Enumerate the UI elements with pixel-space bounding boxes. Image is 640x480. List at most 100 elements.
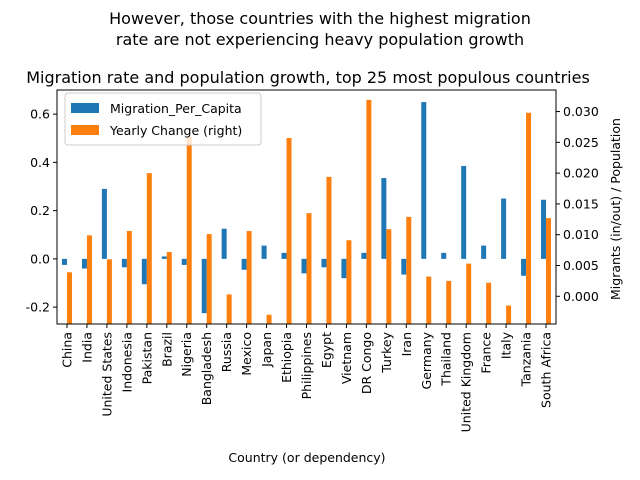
- yearly-change-bar: [346, 240, 352, 324]
- yearly-change-bar: [126, 231, 132, 324]
- migration-bar: [481, 245, 487, 259]
- left-tick-label: -0.2: [26, 300, 50, 315]
- x-tick-label: France: [479, 332, 494, 374]
- yearly-change-bar: [306, 213, 312, 324]
- migration-bar: [221, 228, 227, 259]
- yearly-change-bar: [66, 272, 72, 324]
- suptitle-line-1: However, those countries with the highes…: [109, 9, 531, 28]
- x-tick-label: Brazil: [159, 332, 174, 367]
- yearly-change-bar: [106, 259, 112, 324]
- migration-bar: [201, 258, 207, 314]
- x-tick-label: Egypt: [319, 332, 334, 368]
- legend-label-migration: Migration_Per_Capita: [110, 101, 242, 116]
- migration-bar: [501, 198, 507, 259]
- x-tick-label: Japan: [259, 332, 274, 368]
- yearly-change-bar: [546, 218, 552, 324]
- migration-bar: [541, 199, 547, 259]
- left-tick-label: 0.2: [30, 203, 50, 218]
- yearly-change-bar: [226, 294, 232, 324]
- migration-bar: [301, 258, 307, 274]
- legend-label-yearly-change: Yearly Change (right): [109, 123, 242, 138]
- migration-bar: [341, 258, 347, 279]
- yearly-change-bar: [326, 176, 332, 324]
- axes-layer: -0.2 0.0 0.2 0.4 0.6 0.000 0.005 0.010 0.015 0.02…: [26, 89, 599, 432]
- legend: Migration_Per_Capita Yearly Change (righ…: [64, 92, 262, 146]
- x-tick-label: DR Congo: [359, 332, 374, 394]
- yearly-change-bar: [426, 276, 432, 324]
- yearly-change-bar: [466, 263, 472, 324]
- x-tick-label: Nigeria: [179, 332, 194, 377]
- migration-bar: [401, 258, 407, 275]
- yearly-change-bar: [366, 99, 372, 324]
- x-tick-label: Germany: [419, 331, 434, 389]
- x-tick-label: United Kingdom: [459, 332, 474, 432]
- yearly-change-bar: [446, 280, 452, 324]
- migration-bar: [421, 102, 427, 259]
- right-tick-label: 0.010: [563, 227, 599, 242]
- right-tick-label: 0.020: [563, 166, 599, 181]
- suptitle-line-2: rate are not experiencing heavy populati…: [116, 30, 524, 49]
- right-tick-label: 0.005: [563, 258, 599, 273]
- x-tick-label: Turkey: [379, 331, 394, 373]
- left-tick-label: 0.4: [30, 155, 50, 170]
- yearly-change-bar: [406, 216, 412, 324]
- yearly-change-bar: [146, 173, 152, 324]
- left-tick-label: 0.6: [30, 107, 50, 122]
- migration-bar: [61, 258, 67, 265]
- x-tick-label: Pakistan: [139, 332, 154, 384]
- right-tick-label: 0.025: [563, 135, 599, 150]
- x-tick-label: Ethiopia: [279, 332, 294, 383]
- x-tick-label: United States: [99, 332, 114, 417]
- yearly-change-bar: [526, 112, 532, 324]
- legend-frame: [64, 92, 262, 146]
- x-tick-label: Italy: [499, 331, 514, 359]
- migration-bar: [261, 245, 267, 259]
- legend-swatch-yearly-change: [71, 125, 99, 135]
- migration-bar: [281, 252, 287, 259]
- yearly-change-bar: [186, 136, 192, 324]
- yearly-change-bar: [206, 234, 212, 324]
- chart-title: Migration rate and population growth, to…: [26, 68, 590, 87]
- right-tick-label: 0.015: [563, 196, 599, 211]
- migration-bar: [381, 178, 387, 259]
- x-tick-label: Russia: [219, 332, 234, 372]
- right-tick-label: 0.030: [563, 104, 599, 119]
- migration-bar: [121, 258, 127, 268]
- x-tick-label: Tanzania: [519, 332, 534, 387]
- migration-bar: [161, 256, 167, 259]
- yearly-change-bar: [86, 235, 92, 324]
- yearly-change-bar: [386, 229, 392, 324]
- yearly-change-bar: [266, 314, 272, 324]
- x-tick-label: Indonesia: [119, 332, 134, 392]
- left-tick-label: 0.0: [30, 251, 50, 266]
- right-axis-label: Migrants (in/out) / Population: [608, 118, 623, 300]
- x-tick-label: India: [79, 332, 94, 363]
- migration-bar: [321, 258, 327, 268]
- x-tick-label: South Africa: [539, 332, 554, 408]
- x-axis-label: Country (or dependency): [228, 450, 385, 465]
- migration-bar: [461, 165, 467, 259]
- migration-bar: [81, 258, 87, 269]
- legend-swatch-migration: [71, 103, 99, 113]
- migration-bar: [241, 258, 247, 270]
- x-tick-label: Mexico: [239, 332, 254, 376]
- yearly-change-bar: [486, 282, 492, 324]
- x-tick-label: Vietnam: [339, 332, 354, 384]
- migration-bar: [181, 258, 187, 265]
- migration-bar: [521, 258, 527, 276]
- yearly-change-bar: [506, 305, 512, 324]
- x-tick-label: Iran: [399, 332, 414, 356]
- x-tick-label: Philippines: [299, 332, 314, 399]
- migration-bar: [101, 188, 107, 259]
- yearly-change-bar: [166, 251, 172, 324]
- right-tick-label: 0.000: [563, 289, 599, 304]
- migration-bar: [441, 252, 447, 259]
- migration-bar: [361, 252, 367, 259]
- bars-layer: [61, 99, 552, 324]
- x-tick-label: Thailand: [439, 332, 454, 387]
- yearly-change-bar: [286, 138, 292, 324]
- x-tick-label: Bangladesh: [199, 332, 214, 405]
- yearly-change-bar: [246, 231, 252, 324]
- x-tick-label: China: [59, 332, 74, 368]
